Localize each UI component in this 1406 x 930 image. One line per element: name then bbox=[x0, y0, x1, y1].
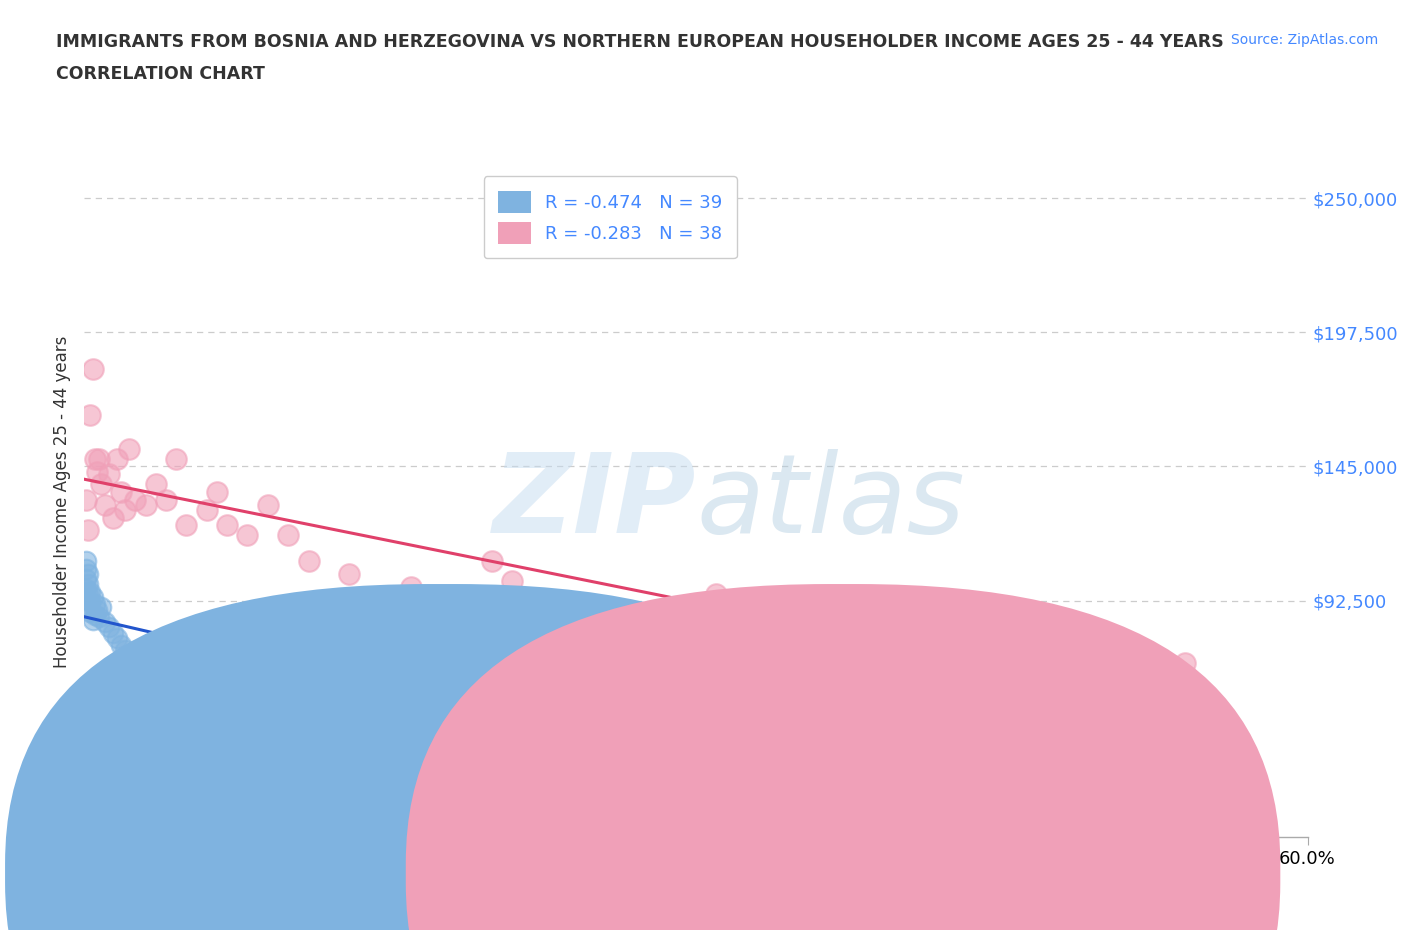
Point bbox=[97, 467, 120, 482]
Point bbox=[205, 707, 228, 722]
Point bbox=[124, 656, 146, 671]
Text: Source: ZipAtlas.com: Source: ZipAtlas.com bbox=[1230, 33, 1378, 46]
Point bbox=[75, 591, 97, 606]
Point bbox=[83, 597, 105, 612]
Point bbox=[105, 451, 128, 466]
Point bbox=[75, 553, 97, 568]
Point bbox=[481, 553, 503, 568]
Point bbox=[93, 615, 117, 630]
Point bbox=[77, 587, 100, 602]
Point bbox=[155, 689, 177, 704]
Point bbox=[205, 485, 228, 499]
Point bbox=[236, 528, 259, 543]
Point bbox=[114, 643, 136, 658]
Text: IMMIGRANTS FROM BOSNIA AND HERZEGOVINA VS NORTHERN EUROPEAN HOUSEHOLDER INCOME A: IMMIGRANTS FROM BOSNIA AND HERZEGOVINA V… bbox=[56, 33, 1225, 50]
Point bbox=[86, 464, 108, 479]
Point bbox=[77, 566, 100, 581]
Point bbox=[86, 602, 108, 617]
Point bbox=[110, 638, 132, 653]
Point bbox=[105, 631, 128, 645]
Point bbox=[82, 612, 104, 627]
Point bbox=[82, 362, 104, 377]
Point bbox=[298, 553, 321, 568]
Point bbox=[90, 477, 112, 492]
Point bbox=[83, 607, 105, 622]
Point bbox=[644, 604, 666, 619]
Point bbox=[145, 651, 167, 666]
Point bbox=[114, 502, 136, 517]
Point bbox=[82, 590, 104, 604]
Point bbox=[929, 748, 952, 763]
Point bbox=[522, 720, 544, 735]
Point bbox=[277, 676, 299, 691]
Point bbox=[90, 600, 112, 615]
Point bbox=[101, 625, 124, 640]
Point bbox=[75, 571, 97, 586]
Point bbox=[1174, 656, 1197, 671]
Text: Northern Europeans: Northern Europeans bbox=[863, 864, 1029, 883]
Point bbox=[135, 498, 157, 512]
Point bbox=[236, 689, 259, 704]
Point bbox=[87, 451, 110, 466]
Point bbox=[502, 574, 524, 589]
Point bbox=[257, 498, 280, 512]
Point bbox=[706, 587, 728, 602]
Point bbox=[110, 485, 132, 499]
Point bbox=[79, 584, 101, 599]
Point bbox=[79, 594, 101, 609]
Point bbox=[118, 441, 141, 456]
Point bbox=[135, 663, 157, 678]
Point bbox=[389, 702, 412, 717]
Text: atlas: atlas bbox=[696, 448, 965, 556]
Y-axis label: Householder Income Ages 25 - 44 years: Householder Income Ages 25 - 44 years bbox=[53, 336, 72, 669]
Point bbox=[77, 600, 100, 615]
Point bbox=[93, 498, 117, 512]
Point bbox=[1011, 631, 1033, 645]
Text: CORRELATION CHART: CORRELATION CHART bbox=[56, 65, 266, 83]
Point bbox=[75, 492, 97, 507]
Point bbox=[562, 710, 585, 724]
Point bbox=[195, 502, 218, 517]
Point bbox=[77, 523, 100, 538]
Point bbox=[339, 566, 361, 581]
Text: Immigrants from Bosnia and Herzegovina: Immigrants from Bosnia and Herzegovina bbox=[463, 864, 808, 883]
Point bbox=[124, 492, 146, 507]
Point bbox=[75, 561, 97, 576]
Point bbox=[339, 714, 361, 729]
Point bbox=[83, 451, 105, 466]
Point bbox=[87, 610, 110, 625]
Point bbox=[145, 477, 167, 492]
Point bbox=[79, 408, 101, 423]
Point bbox=[77, 577, 100, 591]
Point bbox=[277, 528, 299, 543]
Point bbox=[75, 581, 97, 596]
Point bbox=[165, 451, 187, 466]
Point bbox=[217, 518, 239, 533]
Point bbox=[583, 604, 606, 619]
Text: ZIP: ZIP bbox=[492, 448, 696, 556]
Point bbox=[101, 510, 124, 525]
Point bbox=[97, 620, 120, 635]
Point bbox=[155, 492, 177, 507]
Point bbox=[399, 579, 422, 594]
Legend: R = -0.474   N = 39, R = -0.283   N = 38: R = -0.474 N = 39, R = -0.283 N = 38 bbox=[484, 177, 737, 259]
Point bbox=[176, 518, 198, 533]
Point bbox=[186, 671, 208, 686]
Point bbox=[79, 604, 101, 619]
Point bbox=[766, 625, 789, 640]
Point bbox=[131, 645, 153, 660]
